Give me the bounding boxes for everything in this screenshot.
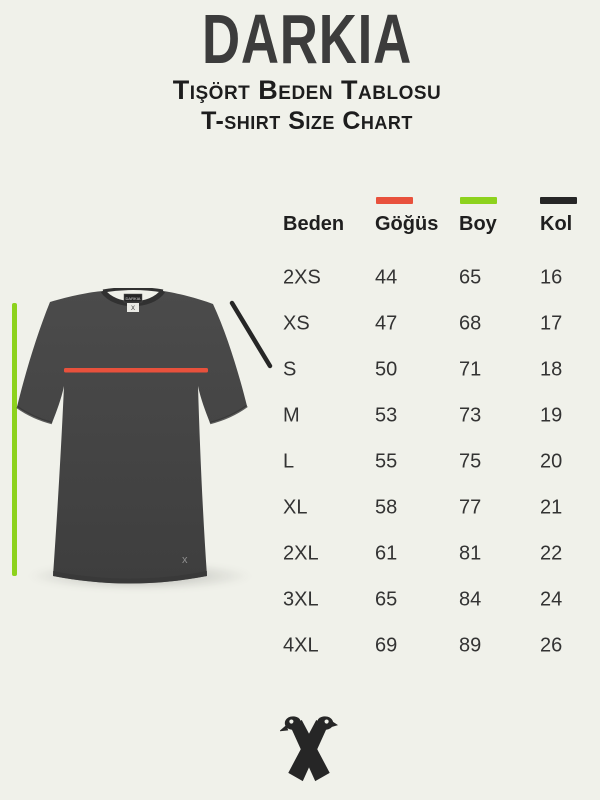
size-label: 3XL bbox=[283, 588, 319, 611]
size-value: 55 bbox=[375, 450, 398, 473]
tshirt-image: DARKIA X x bbox=[16, 288, 273, 584]
size-value: 44 bbox=[375, 266, 398, 289]
size-value: 61 bbox=[375, 542, 398, 565]
size-table: Beden Göğüs Boy Kol 2XS 44 65 16 XS 47 68 17 S 50… bbox=[283, 180, 595, 670]
column-header-chest: Göğüs bbox=[375, 213, 439, 235]
chest-color-bar bbox=[376, 197, 413, 204]
x-left-beak bbox=[280, 725, 289, 732]
table-row: XS 47 68 17 bbox=[283, 301, 595, 347]
table-row: M 53 73 19 bbox=[283, 393, 595, 439]
left-sleeve-hem bbox=[16, 405, 53, 425]
length-color-bar bbox=[460, 197, 497, 204]
size-value: 73 bbox=[459, 404, 482, 427]
column-header-size: Beden bbox=[283, 213, 345, 235]
size-label: 2XS bbox=[283, 266, 321, 289]
size-value: 22 bbox=[540, 542, 563, 565]
x-right-head bbox=[317, 716, 334, 730]
x-right-eye bbox=[324, 719, 329, 724]
size-value: 47 bbox=[375, 312, 398, 335]
length-measure-line bbox=[12, 303, 17, 576]
size-value: 89 bbox=[459, 634, 482, 657]
table-row: 2XS 44 65 16 bbox=[283, 255, 595, 301]
size-value: 18 bbox=[540, 358, 563, 381]
x-stroke-right bbox=[288, 720, 328, 782]
size-value: 24 bbox=[540, 588, 563, 611]
size-value: 16 bbox=[540, 266, 563, 289]
sleeve-measure-line bbox=[229, 300, 273, 369]
x-left-eye bbox=[289, 719, 294, 724]
subtitle-turkish: Tişört Beden Tablosu bbox=[172, 75, 442, 105]
size-label: L bbox=[283, 450, 295, 473]
size-value: 81 bbox=[459, 542, 482, 565]
size-value: 21 bbox=[540, 496, 563, 519]
size-value: 65 bbox=[375, 588, 398, 611]
size-value: 65 bbox=[459, 266, 482, 289]
table-row: 3XL 65 84 24 bbox=[283, 577, 595, 623]
size-value: 58 bbox=[375, 496, 398, 519]
size-value: 53 bbox=[375, 404, 398, 427]
column-header-length: Boy bbox=[459, 213, 497, 235]
table-row: 2XL 61 81 22 bbox=[283, 531, 595, 577]
right-sleeve-hem bbox=[209, 404, 248, 425]
header: DARKIA Tişört Beden Tablosu T-shirt Size… bbox=[0, 0, 600, 135]
brand-x-icon bbox=[280, 716, 338, 782]
size-tag-text: X bbox=[131, 306, 135, 312]
size-value: 50 bbox=[375, 358, 398, 381]
size-value: 17 bbox=[540, 312, 563, 335]
hem-logo: x bbox=[182, 554, 188, 566]
table-row: XL 58 77 21 bbox=[283, 485, 595, 531]
size-value: 84 bbox=[459, 588, 482, 611]
collar-top bbox=[102, 288, 164, 293]
size-label: 2XL bbox=[283, 542, 319, 565]
bottom-hem bbox=[53, 571, 207, 584]
size-value: 26 bbox=[540, 634, 563, 657]
x-left-head bbox=[284, 716, 301, 730]
neck-label-text: DARKIA bbox=[126, 296, 141, 301]
table-row: L 55 75 20 bbox=[283, 439, 595, 485]
size-table-rows: 2XS 44 65 16 XS 47 68 17 S 50 71 18 M 53 73 19 L 55 75 20 XL… bbox=[283, 255, 595, 669]
size-value: 69 bbox=[375, 634, 398, 657]
size-value: 71 bbox=[459, 358, 482, 381]
tshirt-body bbox=[17, 291, 247, 584]
size-label: M bbox=[283, 404, 300, 427]
chest-measure-line bbox=[64, 368, 208, 373]
tshirt-figure: DARKIA X x bbox=[0, 280, 290, 610]
sleeve-color-bar bbox=[540, 197, 577, 204]
size-value: 77 bbox=[459, 496, 482, 519]
size-value: 19 bbox=[540, 404, 563, 427]
size-label: XL bbox=[283, 496, 308, 519]
size-value: 68 bbox=[459, 312, 482, 335]
x-right-beak bbox=[330, 721, 338, 728]
size-label: S bbox=[283, 358, 297, 381]
size-value: 20 bbox=[540, 450, 563, 473]
size-label: 4XL bbox=[283, 634, 319, 657]
subtitle-english: T-shirt Size Chart bbox=[201, 107, 413, 135]
size-label: XS bbox=[283, 312, 310, 335]
table-row: 4XL 69 89 26 bbox=[283, 623, 595, 669]
size-tag bbox=[127, 303, 139, 312]
table-row: S 50 71 18 bbox=[283, 347, 595, 393]
neck-label-tag bbox=[123, 293, 143, 303]
column-header-sleeve: Kol bbox=[540, 213, 573, 235]
size-value: 75 bbox=[459, 450, 482, 473]
brand-logo: DARKIA bbox=[201, 0, 413, 78]
